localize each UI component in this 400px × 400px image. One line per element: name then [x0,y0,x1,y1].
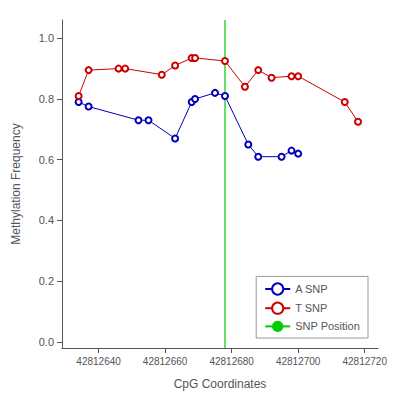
svg-text:0.0: 0.0 [39,336,54,348]
svg-text:42812640: 42812640 [76,356,121,367]
svg-text:T SNP: T SNP [295,302,327,314]
svg-text:0.4: 0.4 [39,214,54,226]
svg-text:42812720: 42812720 [342,356,387,367]
svg-text:SNP Position: SNP Position [295,320,360,332]
svg-text:CpG Coordinates: CpG Coordinates [174,377,267,391]
svg-text:42812660: 42812660 [143,356,188,367]
svg-text:A SNP: A SNP [295,283,327,295]
svg-text:Methylation Frequency: Methylation Frequency [9,123,23,244]
svg-text:0.6: 0.6 [39,154,54,166]
svg-text:0.2: 0.2 [39,275,54,287]
svg-text:42812700: 42812700 [276,356,321,367]
svg-text:0.8: 0.8 [39,93,54,105]
svg-text:1.0: 1.0 [39,32,54,44]
svg-text:42812680: 42812680 [209,356,254,367]
